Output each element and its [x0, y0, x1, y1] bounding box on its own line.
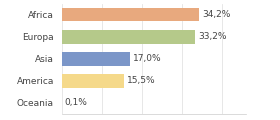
Text: 15,5%: 15,5% — [127, 76, 155, 85]
Bar — [62, 8, 199, 21]
Bar — [62, 52, 130, 66]
Text: 0,1%: 0,1% — [65, 98, 88, 108]
Bar — [62, 74, 124, 88]
Text: 33,2%: 33,2% — [198, 32, 226, 41]
Text: 34,2%: 34,2% — [202, 10, 230, 19]
Text: 17,0%: 17,0% — [133, 54, 161, 63]
Bar — [62, 30, 195, 44]
